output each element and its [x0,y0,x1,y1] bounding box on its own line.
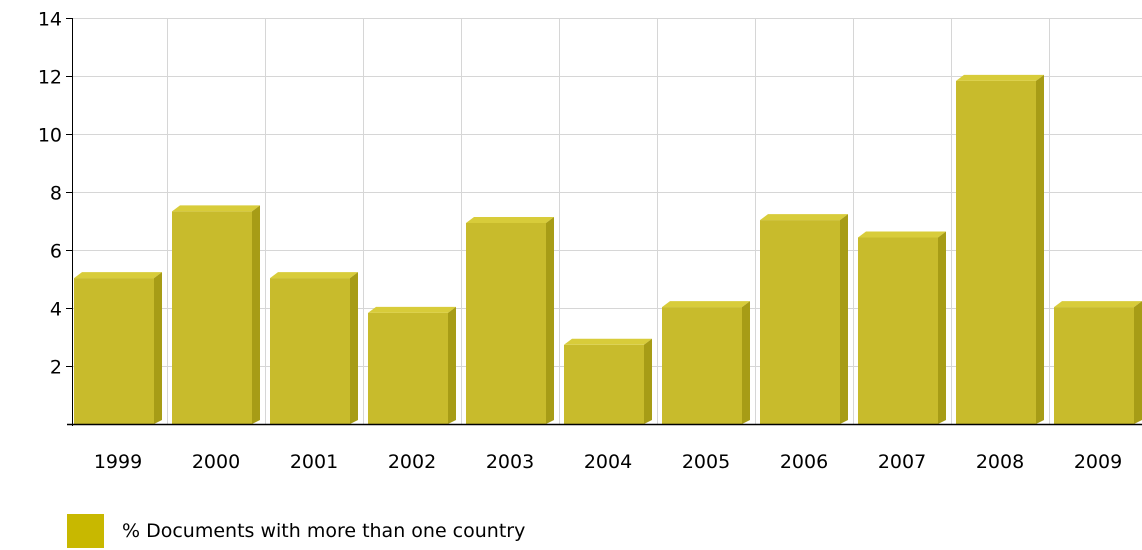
bar-front-face [74,278,154,424]
bar-side-face [154,272,162,424]
bar [760,214,848,424]
y-tick-label: 10 [38,125,62,147]
bar [858,231,946,424]
bar-chart: 2 4 6 8 10 12 14 1999 2000 2001 2002 2003 2004 2005 2… [38,9,1142,473]
bar [466,217,554,424]
y-tick-label: 4 [50,299,62,321]
y-tick-labels: 2 4 6 8 10 12 14 [38,9,62,379]
bar-side-face [1036,74,1044,425]
bar [956,74,1044,425]
bar [74,272,162,424]
bar-side-face [1134,301,1142,424]
bar-front-face [858,237,938,424]
y-tick-label: 6 [50,241,62,263]
bar [1054,301,1142,424]
bar-top-face [564,338,652,345]
bar-front-face [662,307,742,424]
x-tick-label: 2008 [976,451,1024,473]
bar-side-face [938,231,946,424]
legend: % Documents with more than one country [67,514,525,548]
bar-front-face [466,223,546,424]
bar-top-face [858,231,946,238]
bar-top-face [956,74,1044,81]
bar-top-face [172,205,260,212]
bar-front-face [172,211,252,424]
x-tick-label: 2002 [388,451,436,473]
y-tick-label: 8 [50,183,62,205]
legend-label: % Documents with more than one country [122,520,526,542]
bar-front-face [1054,307,1134,424]
y-tick-label: 12 [38,67,62,89]
x-tick-label: 2009 [1074,451,1122,473]
x-tick-label: 2006 [780,451,828,473]
bar [270,272,358,424]
bar-top-face [662,301,750,308]
bar-side-face [448,306,456,424]
bar [564,338,652,424]
x-tick-label: 2004 [584,451,632,473]
bar-top-face [368,306,456,313]
axes [66,18,1142,426]
bar-side-face [644,338,652,424]
legend-swatch [67,514,104,548]
bar-side-face [350,272,358,424]
bar-front-face [956,80,1036,425]
bar-top-face [760,214,848,221]
x-tick-label: 2003 [486,451,534,473]
bar-top-face [270,272,358,279]
x-tick-labels: 1999 2000 2001 2002 2003 2004 2005 2006 2007 2008… [94,451,1122,473]
bar [662,301,750,424]
x-tick-label: 2005 [682,451,730,473]
bar-side-face [546,217,554,424]
x-tick-label: 1999 [94,451,142,473]
bar-front-face [368,312,448,424]
y-tick-label: 14 [38,9,62,31]
bar-top-face [466,217,554,223]
bar [172,205,260,424]
bar-side-face [742,301,750,424]
x-tick-label: 2007 [878,451,926,473]
bar-front-face [564,344,644,424]
bar [368,306,456,424]
bar-side-face [252,205,260,424]
x-tick-label: 2000 [192,451,240,473]
bar-top-face [1054,301,1142,308]
x-tick-label: 2001 [290,451,338,473]
bar-front-face [270,278,350,424]
bar-top-face [74,272,162,279]
y-tick-label: 2 [50,357,62,379]
bar-front-face [760,220,840,424]
bar-side-face [840,214,848,424]
bars [74,74,1142,425]
